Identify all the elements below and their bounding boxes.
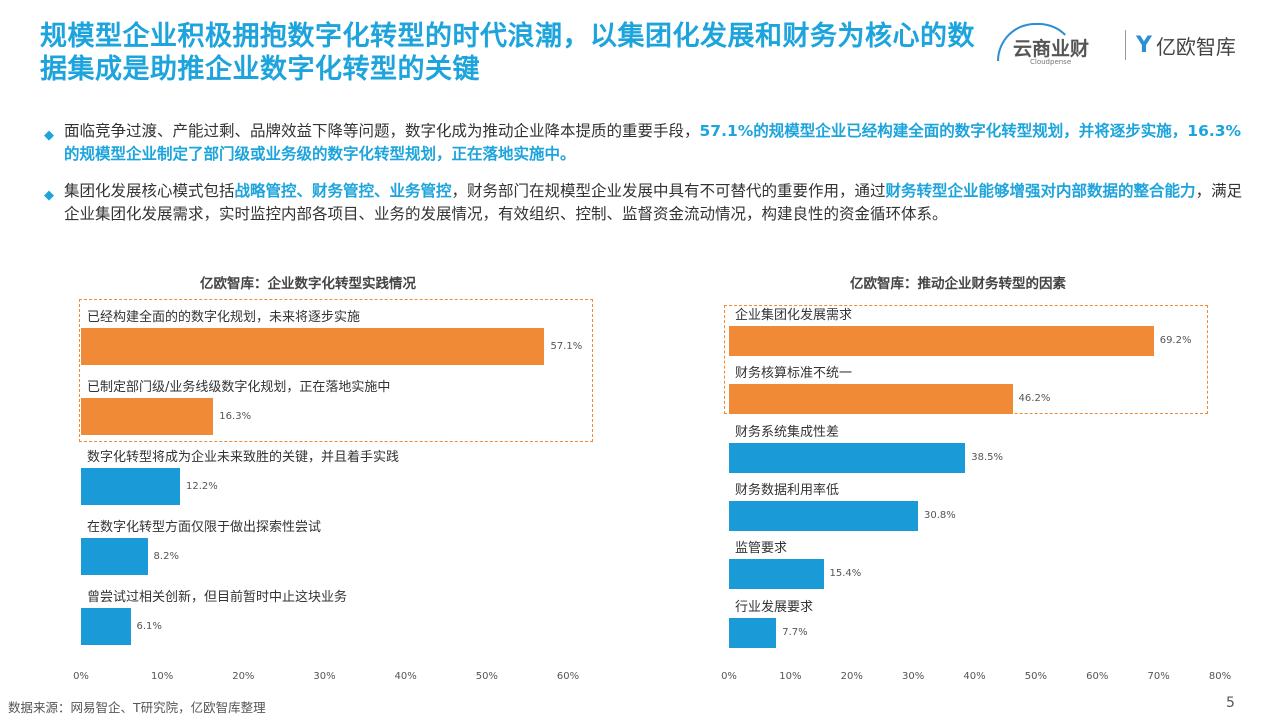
x-tick-label: 80% [1208,671,1232,682]
bar [729,500,919,531]
chart-title: 亿欧智库：推动企业财务转型的因素 [850,276,1066,292]
x-tick-label: 10% [779,671,802,682]
highlight-text: 财务转型企业能够增强对内部数据的整合能力 [885,182,1196,200]
bar [81,398,214,435]
bar-label: 企业集团化发展需求 [735,308,853,323]
x-tick-label: 30% [902,671,925,682]
bar [729,442,966,473]
yiou-logo: 亿欧智库 [1155,34,1236,59]
x-tick-label: 0% [73,671,89,682]
logo-divider [1125,30,1126,60]
x-tick-label: 10% [151,671,174,682]
bar-value: 69.2% [1159,335,1192,346]
bar-label: 数字化转型将成为企业未来致胜的关键，并且着手实践 [87,450,400,465]
bar-label: 已制定部门级/业务线级数字化规划，正在落地实施中 [87,380,391,395]
chart-title: 亿欧智库：企业数字化转型实践情况 [200,276,416,292]
bar [81,328,545,365]
yiou-y-icon: Y [1136,32,1152,58]
x-tick-label: 20% [232,671,255,682]
body-text: ，满足企业集团化发展需求，实时监控内部各项目、业务的发展情况，有效组织、控制、监… [64,182,1243,223]
bar-value: 38.5% [971,451,1004,463]
x-tick-label: 50% [1024,671,1047,682]
bar-value: 6.1% [136,620,162,632]
cloudpense-logo: 云商业财 Cloudpense [995,20,1115,70]
bar-label: 在数字化转型方面仅限于做出探索性尝试 [87,520,322,535]
highlight-text: 57.1%的规模型企业已经构建全面的数字化转型规划，并将逐步实施，16.3%的规… [64,122,1242,163]
bar [729,384,1013,415]
bar-value: 46.2% [1018,393,1051,405]
bar-label: 财务系统集成性差 [735,424,840,440]
bar-label: 已经构建全面的的数字化规划，未来将逐步实施 [87,310,361,325]
bar-label: 行业发展要求 [735,599,814,615]
body-text: ，财务部门在规模型企业发展中具有不可替代的重要作用，通过 [451,182,886,200]
page-number: 5 [1226,695,1235,711]
diamond-bullet-icon: ◆ [44,128,54,143]
x-tick-label: 60% [556,671,580,682]
bar-value: 8.2% [153,550,179,562]
highlight-text: 战略管控、财务管控、业务管控 [234,182,452,200]
x-tick-label: 40% [394,671,417,682]
bar [81,538,148,575]
x-tick-label: 50% [475,671,498,682]
bar [729,617,777,648]
bar-value: 7.7% [782,626,808,638]
bar-value: 15.4% [829,568,862,580]
diamond-bullet-icon: ◆ [44,188,54,203]
bullet-list: ◆ 面临竞争过渡、产能过剩、品牌效益下降等问题，数字化成为推动企业降本提质的重要手… [44,120,1244,240]
bar-value: 12.2% [186,480,218,492]
bullet-item: ◆ 集团化发展核心模式包括战略管控、财务管控、业务管控，财务部门在规模型企业发展中… [44,180,1244,226]
x-tick-label: 20% [840,671,863,682]
bar-label: 监管要求 [735,541,788,557]
bar-label: 财务核算标准不统一 [735,366,853,382]
data-source: 数据来源：网易智企、T研究院，亿欧智库整理 [8,700,266,715]
x-tick-label: 70% [1147,671,1170,682]
bar-label: 曾尝试过相关创新，但目前暂时中止这块业务 [87,590,348,605]
cloudpense-logo-en: Cloudpense [1030,58,1072,66]
bar-value: 57.1% [550,340,583,352]
logos: 云商业财 Cloudpense Y 亿欧智库 [995,20,1236,70]
bar-value: 30.8% [924,509,956,521]
x-tick-label: 0% [721,671,737,682]
bar [81,608,131,645]
highlight-box [79,299,593,442]
bar [729,559,824,590]
bar [81,468,181,505]
bar-label: 财务数据利用率低 [735,482,840,498]
bar-value: 16.3% [219,410,252,422]
x-tick-label: 40% [963,671,986,682]
cloudpense-logo-cn: 云商业财 [1013,38,1090,60]
bar [729,326,1154,356]
x-tick-label: 30% [313,671,336,682]
body-text: 集团化发展核心模式包括 [64,182,235,200]
body-text: 面临竞争过渡、产能过剩、品牌效益下降等问题，数字化成为推动企业降本提质的重要手段… [64,122,700,140]
bullet-item: ◆ 面临竞争过渡、产能过剩、品牌效益下降等问题，数字化成为推动企业降本提质的重要手… [44,120,1244,166]
page-title: 规模型企业积极拥抱数字化转型的时代浪潮，以集团化发展和财务为核心的数据集成是助推… [40,21,975,85]
x-tick-label: 60% [1086,671,1109,682]
